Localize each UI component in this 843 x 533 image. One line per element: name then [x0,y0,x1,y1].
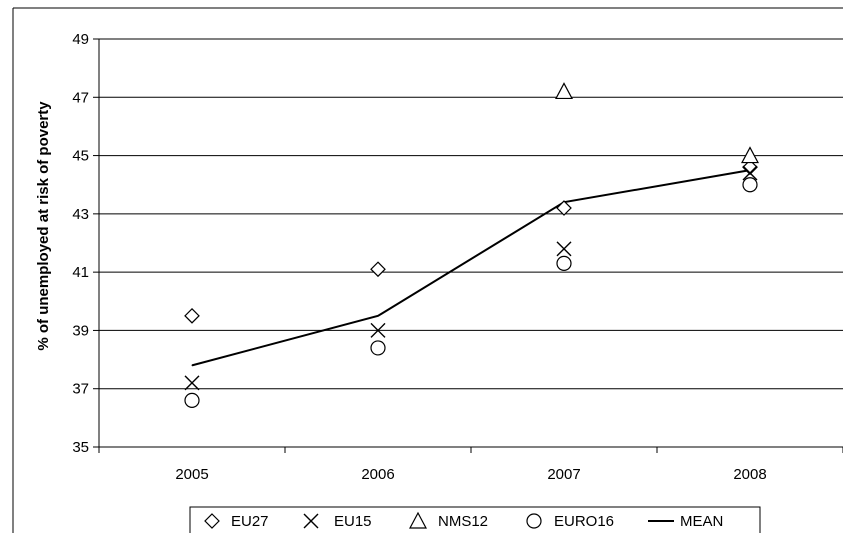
point-eu15-2008 [742,165,758,181]
gridlines [99,38,843,390]
point-euro16-2006 [370,340,386,356]
legend-label-nms12: NMS12 [438,513,488,530]
data-markers [184,82,759,408]
y-tick-label-37: 37 [72,381,89,398]
legend-marker-nms12 [409,511,427,529]
legend-label-mean: MEAN [680,513,723,530]
mean-line [191,169,751,367]
point-eu15-2006 [370,322,386,338]
point-mean-2005 [191,364,193,366]
point-eu15-2006-stroke-b [370,322,386,338]
x-tick-label-2008: 2008 [733,466,766,483]
point-eu27-2007 [556,200,572,216]
x-tick-label-2006: 2006 [361,466,394,483]
x-tick-label-2005: 2005 [175,466,208,483]
point-euro16-2008 [742,177,758,193]
point-eu15-2008-stroke-b [742,165,758,181]
point-nms12-2008 [741,146,759,164]
y-tick-label-49: 49 [72,31,89,48]
y-tick-label-43: 43 [72,206,89,223]
point-eu27-2005 [184,308,200,324]
series-line-mean [191,169,751,367]
y-tick-label-45: 45 [72,148,89,165]
point-euro16-2007 [556,255,572,271]
point-eu15-2005-stroke-b [184,375,200,391]
legend-label-eu15: EU15 [334,513,372,530]
y-axis-title: % of unemployed at risk of poverty [35,101,52,351]
x-tick-label-2007: 2007 [547,466,580,483]
point-eu27-2008 [742,159,758,176]
point-euro16-2005 [184,392,200,408]
legend-marker-eu15-stroke-b [303,513,319,529]
legend-label-eu27: EU27 [231,513,269,530]
y-tick-label-39: 39 [72,322,89,339]
point-eu27-2006 [370,261,386,278]
axes: 35 37 39 41 43 45 47 49 2005 2006 2007 2008 [12,7,843,533]
point-mean-2006 [377,315,379,317]
point-eu15-2005 [184,375,200,391]
y-tick-label-35: 35 [72,439,89,456]
legend-label-euro16: EURO16 [554,513,614,530]
legend-marker-eu27 [204,513,220,529]
point-eu15-2007 [556,241,572,257]
legend-marker-euro16 [526,513,542,529]
y-tick-label-47: 47 [72,89,89,106]
legend-marker-eu15 [303,513,319,529]
point-eu15-2007-stroke-b [556,241,572,257]
y-tick-label-41: 41 [72,264,89,281]
point-nms12-2007 [555,82,573,100]
legend: EU27 EU15 NMS12 EURO16 MEAN [189,506,761,533]
